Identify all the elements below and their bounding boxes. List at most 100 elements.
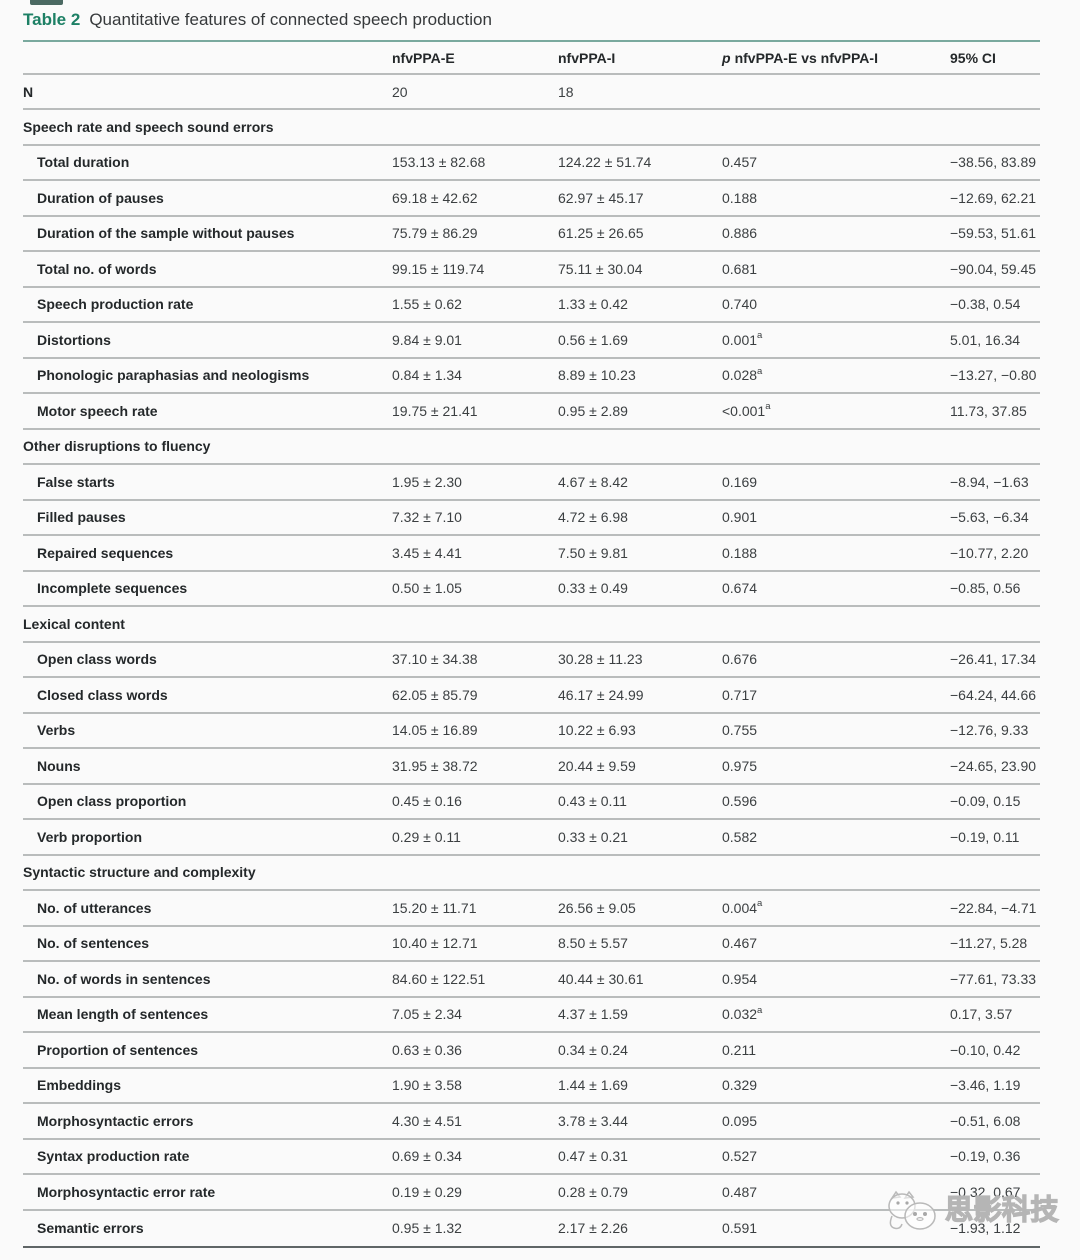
- value-nfvppa-i: 1.44 ± 1.69: [558, 1077, 628, 1094]
- value-95ci: −1.93, 1.12: [950, 1220, 1021, 1237]
- p-value: 0.954: [722, 970, 758, 987]
- p-value: 0.740: [722, 296, 758, 313]
- table-row: Total duration 153.13 ± 82.68 124.22 ± 51.…: [23, 146, 1040, 181]
- row-label: Verb proportion: [37, 828, 142, 845]
- value-nfvppa-i: 8.50 ± 5.57: [558, 935, 628, 952]
- p-value: 0.211: [722, 1041, 756, 1058]
- p-value: 0.717: [722, 686, 758, 703]
- header-nfvppa-e: nfvPPA-E: [392, 49, 455, 66]
- row-label: No. of utterances: [37, 899, 152, 916]
- row-label: Duration of the sample without pauses: [37, 225, 295, 242]
- value-nfvppa-i: 3.78 ± 3.44: [558, 1112, 628, 1129]
- table-row: Mean length of sentences 7.05 ± 2.34 4.37 …: [23, 998, 1040, 1033]
- section-heading-row: Other disruptions to fluency: [23, 430, 1040, 465]
- p-value: 0.591: [722, 1220, 758, 1237]
- value-95ci: −5.63, −6.34: [950, 509, 1029, 526]
- p-value: 0.004: [722, 899, 758, 916]
- table-row: Phonologic paraphasias and neologisms 0.8…: [23, 359, 1040, 394]
- value-nfvppa-e: 14.05 ± 16.89: [392, 722, 478, 739]
- table-row: N 20 18: [23, 75, 1040, 110]
- value-95ci: −8.94, −1.63: [950, 473, 1029, 490]
- header-p-comparison: p nfvPPA-E vs nfvPPA-I: [722, 50, 950, 66]
- value-nfvppa-e: 0.63 ± 0.36: [392, 1041, 462, 1058]
- value-p: 0.467: [722, 935, 950, 951]
- p-value: 0.527: [722, 1148, 758, 1165]
- table-row: Duration of pauses 69.18 ± 42.62 62.97 ± 4…: [23, 181, 1040, 217]
- p-value: 0.032: [722, 1006, 758, 1023]
- value-nfvppa-e: 99.15 ± 119.74: [392, 260, 485, 277]
- section-heading-row: Speech rate and speech sound errors: [23, 110, 1040, 146]
- row-label: N: [23, 83, 34, 100]
- value-95ci: −59.53, 51.61: [950, 225, 1037, 242]
- p-value: 0.028: [722, 367, 758, 384]
- value-p: <0.001a: [722, 402, 950, 419]
- table-row: Syntax production rate 0.69 ± 0.34 0.47 ± …: [23, 1140, 1040, 1175]
- value-nfvppa-i: 26.56 ± 9.05: [558, 899, 636, 916]
- value-nfvppa-e: 0.50 ± 1.05: [392, 580, 462, 597]
- row-label: Open class proportion: [37, 793, 187, 810]
- table-row: Semantic errors 0.95 ± 1.32 2.17 ± 2.26 0.5…: [23, 1211, 1040, 1247]
- value-p: 0.457: [722, 154, 950, 170]
- p-value: 0.001: [722, 331, 758, 348]
- p-value: 0.329: [722, 1077, 758, 1094]
- table-row: No. of words in sentences 84.60 ± 122.51 4…: [23, 962, 1040, 998]
- value-nfvppa-e: 20: [392, 83, 408, 100]
- value-nfvppa-i: 10.22 ± 6.93: [558, 722, 636, 739]
- value-p: 0.755: [722, 722, 950, 738]
- table-number: Table 2: [23, 10, 81, 29]
- value-p: 0.001a: [722, 331, 950, 348]
- table-caption: Quantitative features of connected speec…: [89, 10, 492, 29]
- table-row: Duration of the sample without pauses 75.…: [23, 217, 1040, 252]
- value-nfvppa-e: 3.45 ± 4.41: [392, 544, 462, 561]
- value-p: 0.681: [722, 261, 950, 277]
- table-row: Total no. of words 99.15 ± 119.74 75.11 ± …: [23, 252, 1040, 288]
- value-nfvppa-i: 0.95 ± 2.89: [558, 402, 628, 419]
- value-nfvppa-i: 0.34 ± 0.24: [558, 1041, 628, 1058]
- table-container: Table 2 Quantitative features of connect…: [23, 0, 1040, 1248]
- value-p: 0.582: [722, 829, 950, 845]
- value-p: 0.674: [722, 580, 950, 596]
- p-value: 0.582: [722, 828, 758, 845]
- value-95ci: −0.51, 6.08: [950, 1112, 1021, 1129]
- value-nfvppa-i: 7.50 ± 9.81: [558, 544, 628, 561]
- value-nfvppa-e: 9.84 ± 9.01: [392, 331, 462, 348]
- value-nfvppa-i: 1.33 ± 0.42: [558, 296, 628, 313]
- value-95ci: −64.24, 44.66: [950, 686, 1037, 703]
- row-label: Syntax production rate: [37, 1148, 190, 1165]
- table-row: Closed class words 62.05 ± 85.79 46.17 ± 2…: [23, 678, 1040, 714]
- value-p: 0.329: [722, 1077, 950, 1093]
- p-value: 0.467: [722, 935, 758, 952]
- value-nfvppa-e: 19.75 ± 21.41: [392, 402, 478, 419]
- value-95ci: −26.41, 17.34: [950, 651, 1037, 668]
- value-nfvppa-i: 61.25 ± 26.65: [558, 225, 644, 242]
- value-nfvppa-e: 0.95 ± 1.32: [392, 1220, 462, 1237]
- value-nfvppa-e: 0.69 ± 0.34: [392, 1148, 462, 1165]
- data-table: nfvPPA-E nfvPPA-I p nfvPPA-E vs nfvPPA-I …: [23, 40, 1040, 1248]
- value-95ci: −3.46, 1.19: [950, 1077, 1021, 1094]
- row-label: No. of words in sentences: [37, 970, 211, 987]
- value-p: 0.676: [722, 651, 950, 667]
- row-label: Total no. of words: [37, 260, 157, 277]
- value-nfvppa-e: 153.13 ± 82.68: [392, 154, 486, 171]
- value-nfvppa-i: 0.33 ± 0.21: [558, 828, 628, 845]
- value-nfvppa-e: 37.10 ± 34.38: [392, 651, 478, 668]
- value-nfvppa-i: 124.22 ± 51.74: [558, 154, 652, 171]
- value-nfvppa-i: 4.72 ± 6.98: [558, 509, 628, 526]
- value-95ci: −10.77, 2.20: [950, 544, 1029, 561]
- section-heading-row: Lexical content: [23, 607, 1040, 643]
- value-nfvppa-e: 62.05 ± 85.79: [392, 686, 478, 703]
- value-nfvppa-e: 1.95 ± 2.30: [392, 473, 462, 490]
- value-nfvppa-i: 4.67 ± 8.42: [558, 473, 628, 490]
- row-label: Morphosyntactic errors: [37, 1112, 194, 1129]
- value-nfvppa-e: 0.45 ± 0.16: [392, 793, 462, 810]
- row-label: Total duration: [37, 154, 130, 171]
- value-nfvppa-e: 7.05 ± 2.34: [392, 1006, 462, 1023]
- value-p: 0.740: [722, 296, 950, 312]
- value-nfvppa-i: 0.28 ± 0.79: [558, 1183, 628, 1200]
- value-p: 0.596: [722, 793, 950, 809]
- value-nfvppa-e: 7.32 ± 7.10: [392, 509, 462, 526]
- p-value: 0.487: [722, 1183, 758, 1200]
- p-value: 0.886: [722, 225, 758, 242]
- value-p: 0.188: [722, 545, 950, 561]
- value-nfvppa-e: 84.60 ± 122.51: [392, 970, 486, 987]
